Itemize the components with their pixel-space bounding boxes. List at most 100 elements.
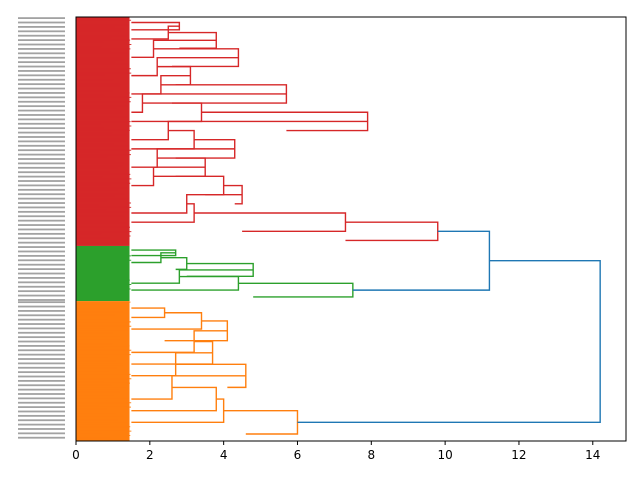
leaf-label: [18, 21, 65, 24]
leaf-label: [18, 371, 65, 374]
cluster-link: [131, 102, 203, 123]
leaf-label: [18, 48, 65, 50]
cluster-link: [131, 307, 166, 319]
x-tick-label: 2: [146, 448, 154, 462]
leaf-label: [18, 362, 65, 365]
leaf-label: [18, 193, 65, 196]
cluster-link: [201, 111, 369, 132]
leaf-label: [18, 83, 65, 86]
leaf-label: [18, 419, 65, 422]
x-tick-label: 8: [367, 448, 375, 462]
cluster-link: [223, 409, 299, 435]
leaf-label: [18, 153, 65, 156]
leaf-label: [18, 323, 65, 325]
cluster-link: [160, 84, 288, 104]
cluster-link: [175, 363, 247, 389]
leaf-label: [18, 166, 65, 169]
leaf-label: [18, 109, 65, 112]
leaf-label: [18, 114, 65, 116]
leaf-label: [18, 254, 65, 257]
x-tick-label: 6: [294, 448, 302, 462]
cluster-link: [131, 56, 239, 77]
cluster-link: [131, 193, 243, 214]
cluster-link: [131, 148, 235, 168]
cluster-link: [345, 221, 439, 242]
leaf-label: [18, 310, 65, 312]
leaf-label: [18, 410, 65, 413]
leaf-label: [18, 259, 65, 262]
leaf-label: [18, 428, 65, 430]
leaf-label: [18, 206, 65, 209]
leaf-label: [18, 70, 65, 72]
x-tick-label: 0: [72, 448, 80, 462]
x-tick-label: 12: [511, 448, 526, 462]
leaf-label: [18, 423, 65, 426]
axes-frame: [75, 16, 627, 442]
leaf-label: [18, 232, 65, 235]
leaf-label: [18, 136, 65, 138]
leaf-label: [18, 118, 65, 121]
leaf-label: [18, 336, 65, 339]
leaf-label: [18, 180, 65, 182]
leaf-label: [18, 65, 65, 68]
cluster-link: [131, 312, 203, 330]
leaf-label: [18, 237, 65, 240]
leaf-label: [18, 197, 65, 200]
leaf-label: [18, 210, 65, 213]
leaf-label: [18, 140, 65, 143]
leaf-label: [18, 92, 65, 94]
x-tick-label: 14: [585, 448, 600, 462]
leaf-band-group: [76, 17, 132, 441]
leaf-label: [18, 318, 65, 321]
leaf-label: [18, 388, 65, 391]
leaf-label: [18, 26, 65, 28]
link-root: [297, 260, 601, 424]
leaf-label: [18, 393, 65, 395]
leaf-label: [18, 87, 65, 90]
leaf-label: [18, 305, 65, 308]
leaf-label: [18, 131, 65, 134]
cluster-link: [194, 212, 347, 233]
leaf-label: [18, 349, 65, 352]
leaf-label: [18, 56, 65, 59]
cluster-link: [131, 252, 176, 264]
leaf-label: [18, 241, 65, 244]
leaf-label: [18, 358, 65, 360]
leaf-label: [18, 379, 65, 382]
leaf-label: [18, 272, 65, 275]
leaf-label: [18, 314, 65, 317]
leaf-label: [18, 281, 65, 284]
leaf-label: [18, 414, 65, 417]
leaf-label: [18, 188, 65, 191]
dendrogram-links: [131, 21, 601, 435]
leaf-label: [18, 340, 65, 343]
leaf-label: [18, 401, 65, 404]
x-tick-label: 4: [220, 448, 228, 462]
leaf-label: [18, 250, 65, 253]
leaf-label: [18, 184, 65, 187]
cluster-link: [131, 275, 240, 291]
cluster-link: [238, 282, 354, 298]
leaf-label: [18, 224, 65, 226]
leaf-label: [18, 299, 65, 301]
leaf-label: [18, 219, 65, 222]
x-axis: 0 2 4 6 8 10 12 14: [72, 441, 600, 462]
leaf-label: [18, 74, 65, 77]
leaf-label: [18, 30, 65, 33]
leaf-label: [18, 277, 65, 279]
leaf-label: [18, 285, 65, 288]
leaf-label: [18, 375, 65, 378]
leaf-label: [18, 52, 65, 55]
cluster-link: [131, 352, 213, 377]
leaf-label: [18, 301, 65, 304]
leaf-label: [18, 105, 65, 108]
leaf-label: [18, 96, 65, 99]
leaf-label: [18, 432, 65, 435]
leaf-label: [18, 202, 65, 204]
leaf-label: [18, 158, 65, 160]
cluster-link: [131, 21, 181, 31]
leaf-label: [18, 397, 65, 400]
leaf-label: [18, 100, 65, 103]
